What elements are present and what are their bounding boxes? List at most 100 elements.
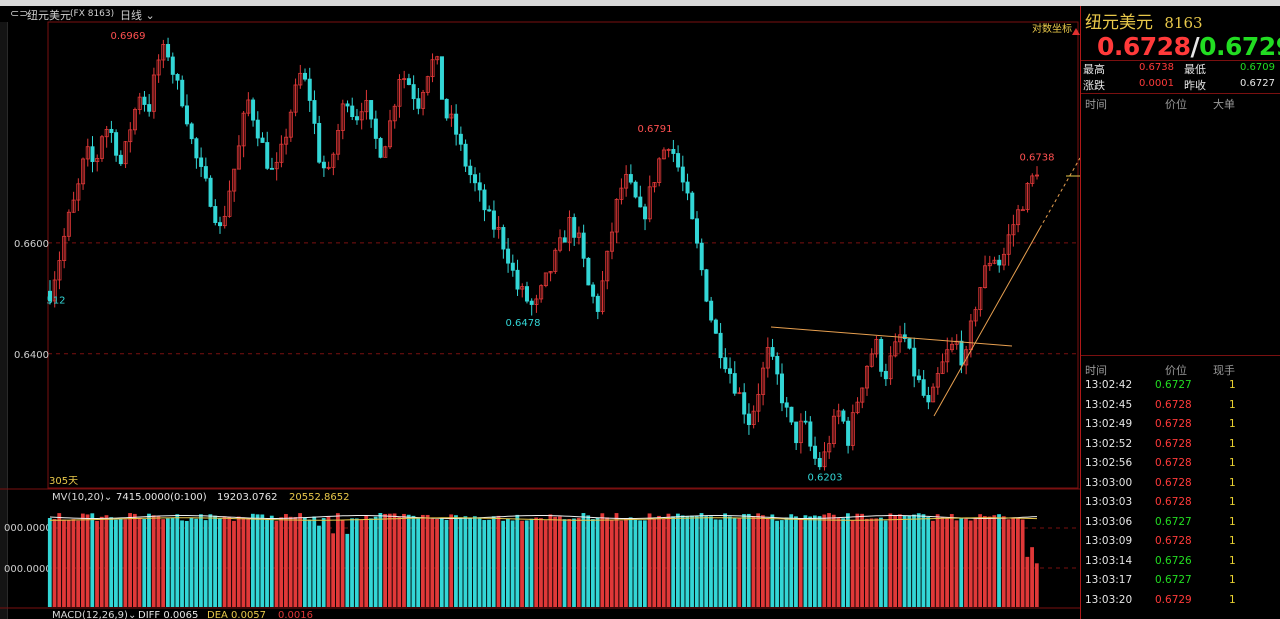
price-chart[interactable]: 0.6600 0.6400 0.6969 0.6791 0.6738 0.6478 0.62…: [0, 0, 1080, 619]
candle-body: [95, 157, 100, 162]
period-label: 日线: [120, 9, 142, 22]
candle-body: [232, 168, 237, 192]
candle-body: [789, 406, 794, 423]
volume-bar: [449, 514, 454, 607]
link-icon[interactable]: ⊂⊃: [10, 7, 29, 20]
tick-price: 0.6727: [1155, 515, 1192, 528]
tick-size: 1: [1229, 379, 1236, 391]
big-order-col-size: 大单: [1213, 98, 1235, 111]
volume-bar: [756, 513, 761, 607]
candle-body: [260, 137, 265, 143]
candle-body: [992, 259, 997, 264]
volume-bar: [137, 517, 142, 607]
volume-bar: [269, 515, 274, 607]
y-tick-label: 0.6400: [14, 350, 49, 361]
volume-bar: [931, 520, 935, 607]
volume-bar: [99, 516, 104, 607]
volume-bar: [165, 518, 170, 607]
volume-bar: [760, 515, 765, 607]
candle-body: [548, 270, 553, 274]
candle-body: [595, 295, 600, 312]
candle-body: [860, 387, 865, 403]
ask-price: 0.6729: [1199, 32, 1280, 61]
candle-body: [307, 78, 312, 101]
candle-body: [883, 370, 888, 380]
mv20-line: [50, 517, 1038, 521]
volume-bar: [477, 517, 482, 607]
candle-body: [326, 166, 331, 169]
volume-bar: [279, 517, 284, 607]
candle-body: [85, 146, 90, 160]
tick-time: 13:02:42: [1085, 379, 1133, 391]
volume-bar: [420, 514, 425, 607]
candle-body: [359, 111, 364, 121]
candle-body: [406, 78, 411, 85]
candle-body: [770, 347, 775, 357]
tick-time: 13:02:56: [1085, 457, 1133, 469]
candle-body: [425, 76, 430, 93]
volume-bar: [557, 516, 562, 607]
tick-size: 1: [1229, 398, 1236, 411]
candle-body: [147, 104, 152, 112]
candle-body: [52, 279, 57, 302]
candle-body: [784, 402, 789, 408]
candle-body: [728, 368, 733, 374]
volume-bar: [822, 514, 827, 607]
candle-body: [808, 421, 813, 447]
candle-body: [600, 280, 605, 312]
candle-body: [817, 457, 822, 468]
price-panel-frame: [47, 21, 1079, 489]
candle-body: [99, 136, 104, 159]
candle-body: [298, 72, 303, 86]
period-selector[interactable]: 日线 ⌄: [120, 7, 155, 23]
volume-bar: [912, 514, 916, 607]
price-annotation: 0.6478: [506, 318, 541, 329]
low-value: 0.6709: [1240, 62, 1275, 73]
trendline-extension: [1039, 157, 1080, 229]
volume-bar: [260, 514, 265, 607]
candle-body: [411, 84, 416, 100]
candle-body: [477, 182, 482, 191]
volume-bar: [812, 515, 817, 607]
candle-body: [902, 334, 907, 339]
volume-bar: [713, 519, 718, 607]
candle-body: [562, 237, 567, 243]
candle-body: [949, 343, 954, 351]
volume-bar: [562, 519, 567, 607]
volume-bar: [992, 515, 997, 607]
volume-bar: [307, 519, 312, 607]
candle-body: [624, 174, 629, 189]
volume-bar: [317, 525, 321, 607]
candle-body: [416, 98, 421, 109]
candle-body: [850, 412, 855, 446]
candle-body: [978, 287, 983, 311]
volume-bar: [1016, 518, 1020, 607]
candle-body: [671, 149, 676, 154]
volume-bar: [189, 517, 194, 607]
log-axis-label: 对数坐标: [1032, 22, 1072, 35]
candle-body: [128, 129, 133, 143]
volume-bar: [265, 519, 269, 607]
candle-body: [170, 56, 175, 75]
volume-bar: [331, 533, 336, 607]
volume-bar: [151, 515, 156, 607]
volume-bar: [411, 515, 416, 607]
candle-body: [737, 392, 742, 395]
candle-body: [227, 190, 232, 217]
volume-bar: [1001, 516, 1006, 607]
candle-body: [208, 177, 213, 207]
candle-body: [118, 154, 123, 165]
tick-price: 0.6726: [1155, 554, 1192, 567]
volume-bar: [62, 519, 66, 607]
candle-body: [831, 415, 836, 445]
volume-bar: [180, 520, 184, 607]
volume-bar: [95, 520, 99, 607]
volume-bar: [817, 516, 822, 607]
volume-bar: [742, 514, 746, 607]
candle-body: [435, 56, 440, 61]
symbol-name[interactable]: 纽元美元: [27, 9, 71, 22]
candle-body: [855, 401, 860, 414]
volume-bar: [883, 520, 888, 607]
candle-body: [605, 250, 610, 282]
candle-body: [213, 206, 218, 223]
